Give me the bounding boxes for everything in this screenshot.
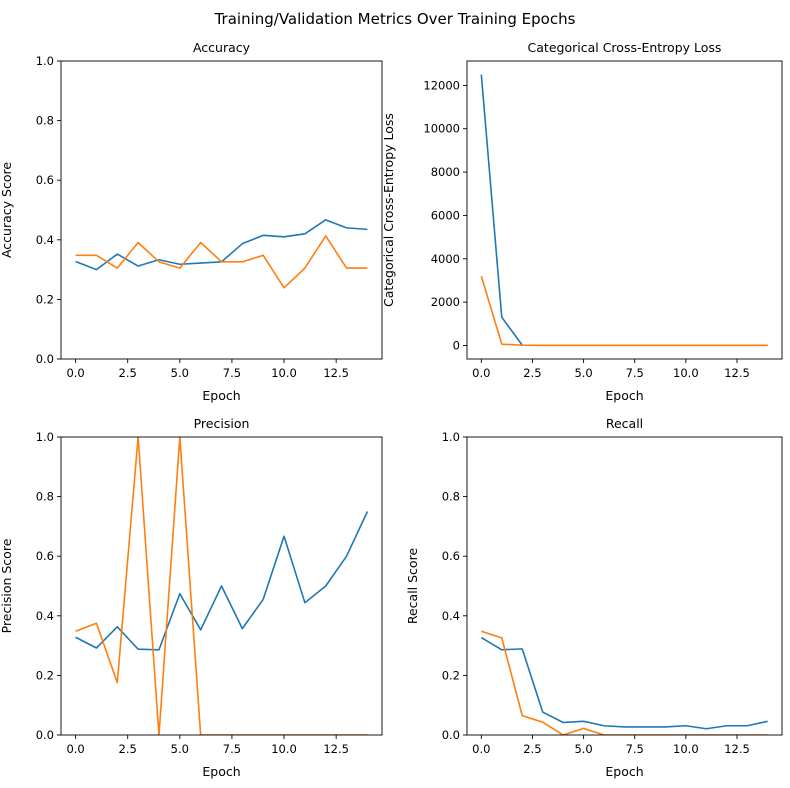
loss-ylabel: Categorical Cross-Entropy Loss xyxy=(381,113,396,307)
accuracy-ytick-label: 0.2 xyxy=(36,292,54,306)
loss-title: Categorical Cross-Entropy Loss xyxy=(528,40,722,55)
loss-axes-frame xyxy=(466,60,783,360)
loss-ytick-label: 4000 xyxy=(431,252,460,266)
loss-ytick-label: 8000 xyxy=(431,165,460,179)
accuracy-ytick-label: 0.6 xyxy=(36,173,54,187)
loss-ytick-label: 2000 xyxy=(431,295,460,309)
precision-xtick-label: 12.5 xyxy=(323,742,349,756)
precision-xtick-label: 2.5 xyxy=(119,742,137,756)
subplot-accuracy: 0.0 2.5 5.0 7.5 10.0 12.5 0.0 0.2 0.4 0.6 0.8 1.0 Ac… xyxy=(0,40,383,403)
loss-xtick-label: 10.0 xyxy=(673,366,699,380)
precision-ytick-label: 1.0 xyxy=(36,430,54,444)
accuracy-ytick-label: 0.8 xyxy=(36,114,54,128)
loss-ytick-label: 6000 xyxy=(431,208,460,222)
loss-xtick-label: 2.5 xyxy=(523,366,541,380)
loss-series-orange-line xyxy=(480,275,768,347)
loss-xtick-label: 5.0 xyxy=(574,366,592,380)
recall-ytick-label: 0.8 xyxy=(442,490,460,504)
recall-xtick-label: 12.5 xyxy=(724,742,750,756)
accuracy-ylabel: Accuracy Score xyxy=(0,162,14,258)
recall-ytick-label: 0.4 xyxy=(442,609,460,623)
accuracy-ytick-label: 1.0 xyxy=(36,54,54,68)
recall-ytick-label: 1.0 xyxy=(442,430,460,444)
loss-ytick-label: 12000 xyxy=(423,78,460,92)
precision-xtick-label: 5.0 xyxy=(171,742,189,756)
recall-xtick-label: 0.0 xyxy=(472,742,490,756)
accuracy-xtick-label: 10.0 xyxy=(271,366,297,380)
recall-xlabel: Epoch xyxy=(605,764,643,779)
loss-xtick-label: 7.5 xyxy=(626,366,644,380)
precision-ytick-label: 0.8 xyxy=(36,490,54,504)
subplot-precision: 0.0 2.5 5.0 7.5 10.0 12.5 0.0 0.2 0.4 0.6 0.8 1.0 Pr… xyxy=(0,416,383,779)
precision-title: Precision xyxy=(194,416,250,431)
precision-series-orange-line xyxy=(75,437,368,735)
precision-xtick-label: 10.0 xyxy=(271,742,297,756)
recall-xtick-label: 5.0 xyxy=(574,742,592,756)
accuracy-ytick-label: 0.4 xyxy=(36,233,54,247)
precision-xtick-label: 7.5 xyxy=(223,742,241,756)
accuracy-xtick-label: 7.5 xyxy=(223,366,241,380)
recall-ytick-label: 0.0 xyxy=(442,728,460,742)
accuracy-axes-frame xyxy=(60,60,383,360)
precision-ytick-label: 0.2 xyxy=(36,668,54,682)
loss-xlabel: Epoch xyxy=(605,388,643,403)
subplot-recall: 0.0 2.5 5.0 7.5 10.0 12.5 0.0 0.2 0.4 0.6 0.8 1.0 Re… xyxy=(405,416,783,779)
recall-title: Recall xyxy=(606,416,643,431)
recall-series-blue-line xyxy=(480,636,768,730)
recall-xtick-label: 2.5 xyxy=(523,742,541,756)
precision-axes-frame xyxy=(60,436,383,736)
accuracy-title: Accuracy xyxy=(193,40,251,55)
accuracy-xlabel: Epoch xyxy=(202,388,240,403)
loss-ytick-label: 0 xyxy=(453,338,460,352)
loss-xtick-label: 0.0 xyxy=(472,366,490,380)
accuracy-xtick-label: 12.5 xyxy=(323,366,349,380)
accuracy-xtick-label: 5.0 xyxy=(171,366,189,380)
accuracy-ytick-label: 0.0 xyxy=(36,352,54,366)
figure-title: Training/Validation Metrics Over Trainin… xyxy=(214,10,576,28)
recall-xtick-label: 10.0 xyxy=(673,742,699,756)
precision-ytick-label: 0.6 xyxy=(36,549,54,563)
loss-xtick-label: 12.5 xyxy=(724,366,750,380)
accuracy-xtick-label: 0.0 xyxy=(66,366,84,380)
recall-series-orange-line xyxy=(481,630,768,735)
recall-axes-frame xyxy=(466,436,783,736)
precision-series-blue-line xyxy=(75,511,369,651)
recall-ylabel: Recall Score xyxy=(405,548,420,625)
precision-xtick-label: 0.0 xyxy=(66,742,84,756)
accuracy-series-orange-line xyxy=(75,235,368,289)
recall-ytick-label: 0.2 xyxy=(442,668,460,682)
recall-ytick-label: 0.6 xyxy=(442,549,460,563)
loss-ytick-label: 10000 xyxy=(423,122,460,136)
accuracy-xtick-label: 2.5 xyxy=(119,366,137,380)
precision-ylabel: Precision Score xyxy=(0,538,14,633)
precision-xlabel: Epoch xyxy=(202,764,240,779)
precision-ytick-label: 0.4 xyxy=(36,609,54,623)
loss-series-blue-line xyxy=(480,74,768,347)
recall-xtick-label: 7.5 xyxy=(626,742,644,756)
subplot-loss: 0.0 2.5 5.0 7.5 10.0 12.5 0 2000 4000 6000 8000 100… xyxy=(381,40,783,403)
precision-ytick-label: 0.0 xyxy=(36,728,54,742)
